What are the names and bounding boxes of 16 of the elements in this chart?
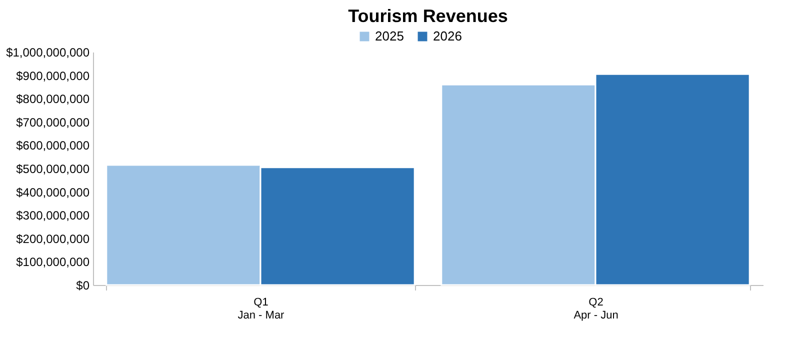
y-tick-label: $100,000,000 <box>16 255 90 270</box>
chart-title: Tourism Revenues <box>348 6 508 26</box>
y-tick-label: $1,000,000,000 <box>6 46 90 60</box>
y-tick-label: $600,000,000 <box>16 138 90 153</box>
y-tick-label: $900,000,000 <box>16 68 90 83</box>
x-tick-label: Q1 Jan - Mar <box>238 296 285 322</box>
y-tick-label: $0 <box>76 278 90 292</box>
y-tick-label: $800,000,000 <box>16 92 90 106</box>
legend-label: 2025 <box>375 28 404 44</box>
y-tick-label: $300,000,000 <box>16 208 90 223</box>
legend-label: 2026 <box>433 28 462 44</box>
y-tick-label: $400,000,000 <box>16 185 90 200</box>
y-tick-label: $500,000,000 <box>16 162 90 176</box>
y-tick-label: $200,000,000 <box>16 232 90 246</box>
x-tick-label: Q2 Apr - Jun <box>574 296 618 322</box>
y-tick-label: $700,000,000 <box>16 115 90 130</box>
